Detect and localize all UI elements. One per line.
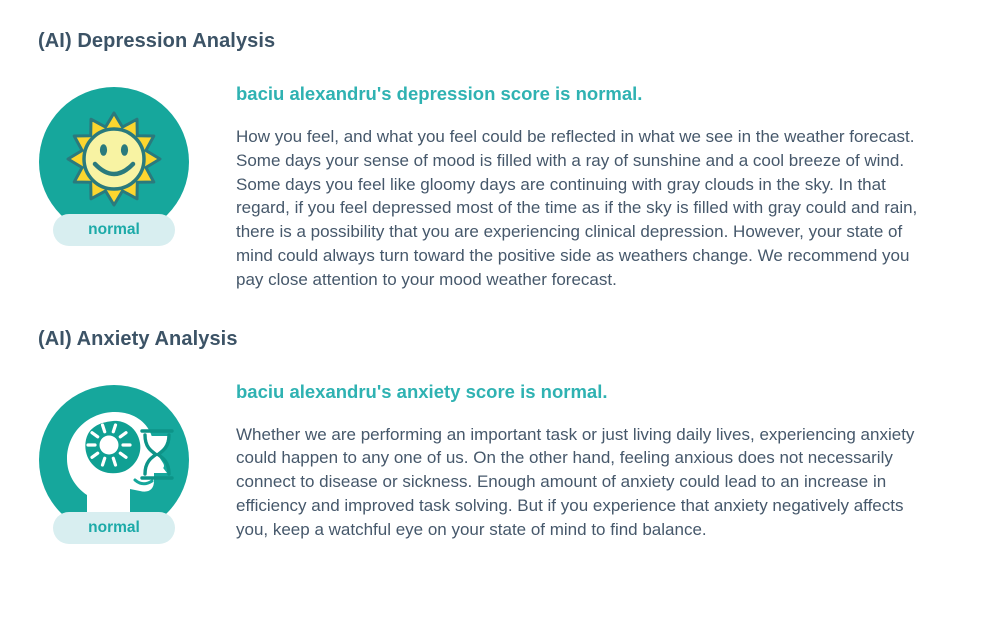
hourglass-glyph [140, 428, 174, 480]
sun-smile-icon [39, 87, 189, 237]
depression-section-body: normal baciu alexandru's depression scor… [38, 83, 960, 292]
depression-analysis-section: (AI) Depression Analysis normal baciu al… [38, 30, 960, 292]
anxiety-section-body: normal baciu alexandru's anxiety score i… [38, 381, 960, 544]
brain-sun-sparkle [86, 422, 132, 467]
depression-status-badge: normal [53, 214, 175, 246]
anxiety-section-title: (AI) Anxiety Analysis [38, 327, 238, 350]
ai-analysis-report: (AI) Depression Analysis normal baciu al… [38, 30, 960, 544]
anxiety-analysis-paragraph: Whether we are performing an important t… [236, 424, 915, 539]
anxiety-status-badge: normal [53, 511, 175, 544]
depression-score-heading: baciu alexandru's depression score is no… [236, 83, 643, 104]
anxiety-icon-column: normal [38, 384, 190, 544]
anxiety-score-heading: baciu alexandru's anxiety score is norma… [236, 380, 608, 402]
depression-analysis-paragraph: How you feel, and what you feel could be… [236, 127, 918, 289]
depression-section-title: (AI) Depression Analysis [38, 30, 276, 52]
anxiety-text-column: baciu alexandru's anxiety score is norma… [236, 381, 936, 542]
anxiety-analysis-section: (AI) Anxiety Analysis [38, 328, 960, 544]
depression-icon-column: normal [38, 87, 190, 246]
head-brain-hourglass-icon [39, 384, 189, 535]
mouth-line [133, 478, 154, 485]
depression-text-column: baciu alexandru's depression score is no… [236, 83, 936, 292]
